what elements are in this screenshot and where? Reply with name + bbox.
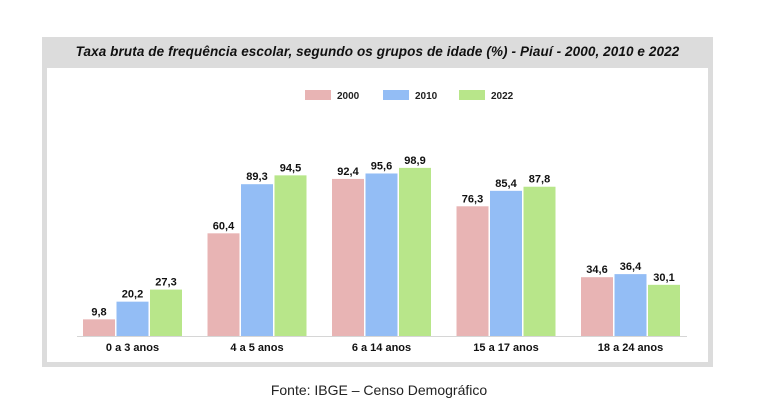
plot-area: 2000 2010 2022 9,8 20,2 27,3 0 a 3 anos 60,4 89,…	[47, 68, 708, 362]
legend-label-2010: 2010	[415, 91, 438, 102]
source-note: Fonte: IBGE – Censo Demográfico	[270, 382, 488, 398]
legend-label-2000: 2000	[337, 91, 360, 102]
bar-chart: 2000 2010 2022 9,8 20,2 27,3 0 a 3 anos 60,4 89,…	[77, 90, 687, 354]
value-label: 34,6	[586, 264, 607, 276]
bar-2000-3	[456, 206, 489, 336]
bar-2022-3	[523, 186, 556, 336]
value-label: 92,4	[337, 166, 359, 178]
bar-2010-4	[614, 274, 647, 336]
bar-2010-0	[116, 301, 149, 336]
value-label: 85,4	[495, 178, 517, 190]
bar-2022-4	[648, 284, 680, 336]
value-label: 20,2	[122, 289, 143, 301]
legend-swatch-2022	[459, 90, 485, 100]
bar-2022-0	[150, 289, 182, 336]
bar-2000-2	[332, 178, 364, 336]
category-label: 4 a 5 anos	[230, 342, 283, 354]
value-label: 98,9	[404, 155, 425, 167]
value-label: 89,3	[246, 171, 267, 183]
value-label: 9,8	[91, 306, 106, 318]
category-label: 15 a 17 anos	[473, 342, 538, 354]
bar-2022-2	[399, 167, 431, 336]
bar-2000-4	[581, 277, 613, 336]
bar-2010-1	[241, 184, 273, 336]
value-label: 95,6	[371, 160, 392, 172]
bar-2010-2	[365, 173, 398, 336]
value-label: 94,5	[280, 162, 301, 174]
value-label: 30,1	[653, 272, 674, 284]
bar-2000-0	[83, 319, 115, 336]
category-label: 6 a 14 anos	[352, 342, 411, 354]
bar-2000-1	[207, 233, 240, 336]
category-label: 18 a 24 anos	[598, 342, 663, 354]
legend-swatch-2010	[383, 90, 409, 100]
value-label: 60,4	[213, 220, 235, 232]
legend-swatch-2000	[305, 90, 331, 100]
legend-label-2022: 2022	[491, 91, 514, 102]
value-label: 87,8	[529, 174, 550, 186]
value-label: 36,4	[620, 261, 642, 273]
category-label: 0 a 3 anos	[106, 342, 159, 354]
chart-frame: Taxa bruta de frequência escolar, segund…	[42, 37, 713, 367]
chart-title: Taxa bruta de frequência escolar, segund…	[75, 44, 680, 59]
value-label: 76,3	[462, 193, 483, 205]
bar-2010-3	[490, 190, 522, 336]
value-label: 27,3	[155, 277, 176, 289]
bar-2022-1	[274, 175, 307, 336]
